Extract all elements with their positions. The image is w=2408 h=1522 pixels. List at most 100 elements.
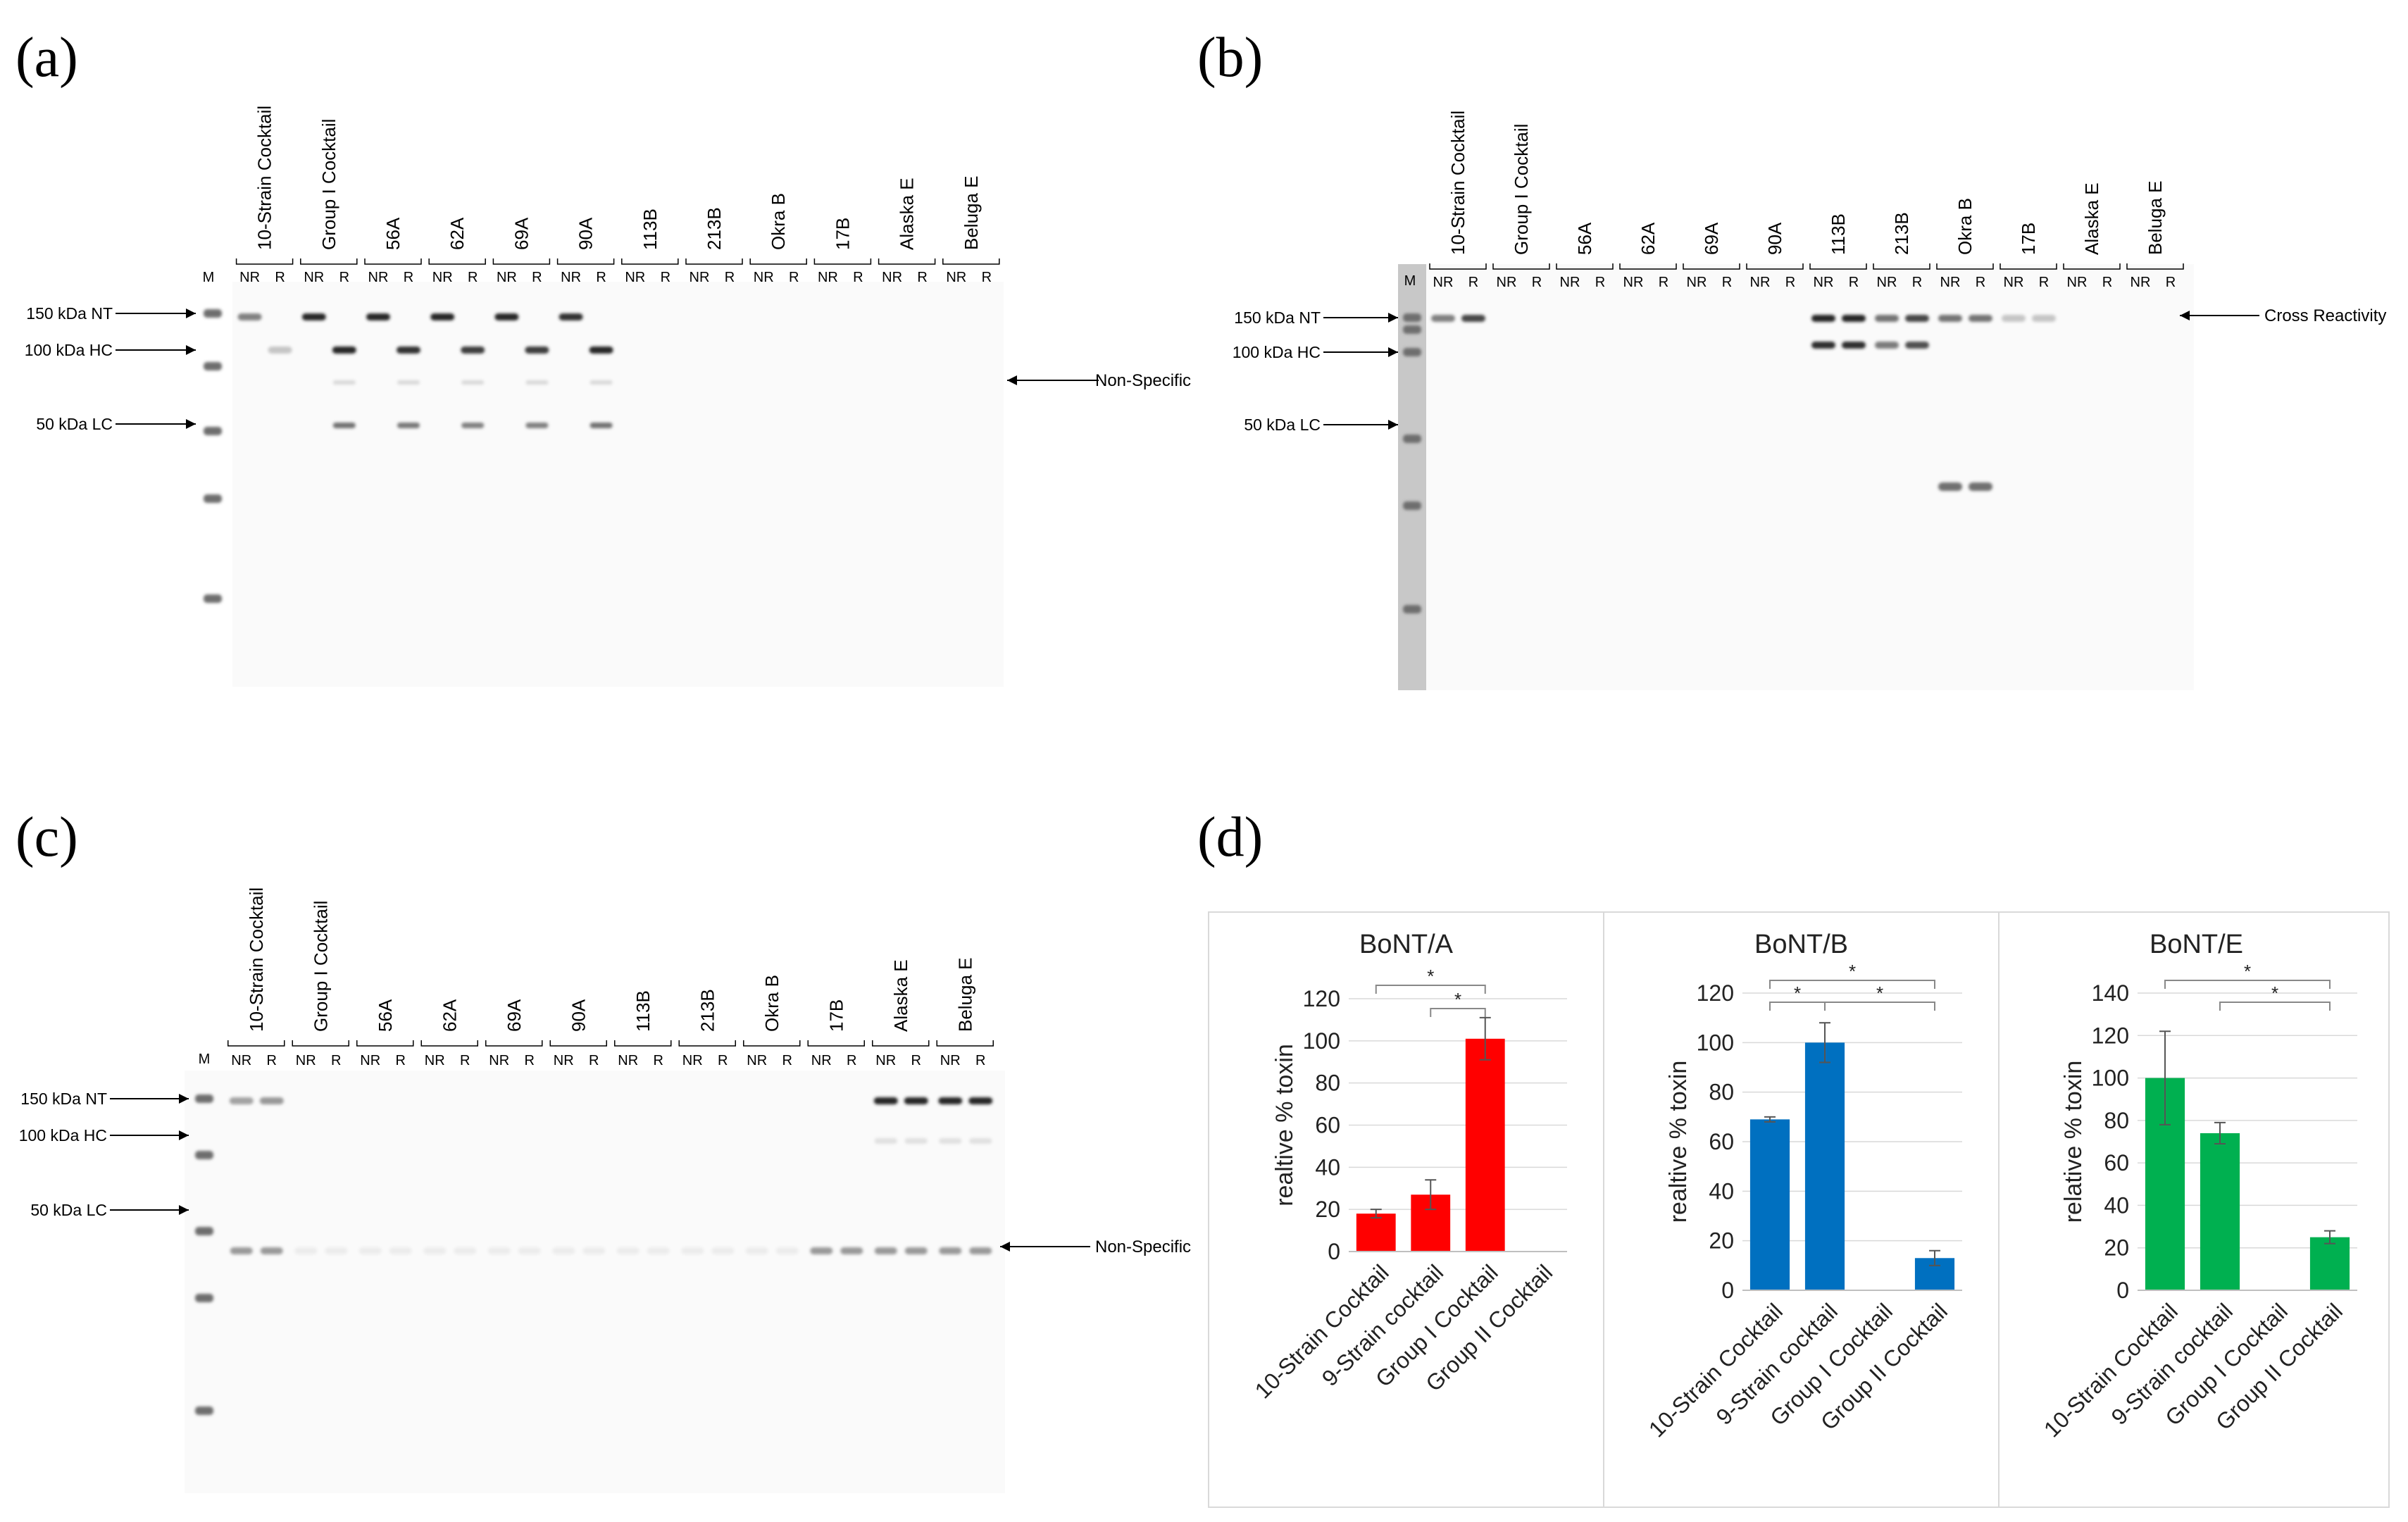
gel-band-nonspecific [840,1247,863,1254]
marker-lane-label-c: M [199,1052,211,1067]
ladder-band [1403,325,1421,334]
sub-label-nr: NR [1750,275,1771,290]
lane-label-69a: 69A [504,999,525,1032]
chart-title: BoNT/A [1359,930,1454,959]
sub-label-nr: NR [1687,275,1707,290]
lane-bracket [621,258,679,265]
significance-mark: * [1794,983,1801,1004]
y-tick-label: 40 [1709,1178,1734,1204]
gel-background-a [232,282,1004,687]
sub-label-nr: NR [296,1053,316,1068]
lane-bracket [2063,263,2121,270]
lane-bracket [2000,263,2057,270]
lane-bracket [1556,263,1614,270]
lane-bracket [356,1040,414,1047]
sub-label-r: R [596,270,606,285]
marker-label-150-kda-nt: 150 kDa NT [1234,308,1321,327]
significance-mark: * [1849,961,1856,982]
marker-labels-c: 150 kDa NT 100 kDa HC 50 kDa LC [19,1090,189,1219]
lane-bracket [549,1040,607,1047]
y-tick-label: 60 [1709,1129,1734,1154]
sub-label-nr: NR [1814,275,1834,290]
lane-bracket [936,1040,994,1047]
gel-band-nonspecific [904,1247,928,1254]
sub-label-nr: NR [1497,275,1517,290]
sub-label-r: R [1659,275,1668,290]
gel-background-b [1426,264,2194,690]
gel-band-nonspecific [294,1247,318,1254]
gel-band [229,1097,254,1104]
gel-band-faint [904,1138,928,1144]
sub-label-r: R [275,270,285,285]
panel-label-a: (a) [15,27,78,89]
sub-label-nr: NR [811,1053,832,1068]
gel-band-nonspecific [616,1247,640,1254]
lane-bracket [364,258,422,265]
sub-label-nr: NR [882,270,902,285]
lane-label-56a: 56A [382,217,404,250]
ladder-band [204,362,222,370]
significance-bracket [2219,1002,2331,1011]
gel-band [559,313,583,320]
lane-label-56a: 56A [1574,222,1595,255]
lane-label-213b: 213B [697,989,718,1032]
lane-label-alaska-e: Alaska E [897,177,918,250]
gel-band-nonspecific [939,1247,962,1254]
gel-band-nonspecific [810,1247,833,1254]
gel-band-nonspecific [332,380,356,385]
sub-label-r: R [2039,275,2049,290]
significance-bracket [1375,985,1486,994]
sub-label-nr: NR [818,270,838,285]
significance-bracket [1824,1002,1935,1011]
lane-labels-c: 10-Strain Cocktail NR R Group I Cocktail NR R… [227,887,994,1068]
marker-label-150-kda-nt: 150 kDa NT [20,1090,107,1108]
sub-label-nr: NR [1877,275,1897,290]
sub-label-r: R [782,1053,792,1068]
y-tick-label: 80 [1709,1080,1734,1105]
sub-label-nr: NR [1623,275,1644,290]
gel-band-lc [589,423,613,428]
marker-labels-a: 150 kDa NT 100 kDa HC 50 kDa LC [25,304,196,433]
sub-label-r: R [1976,275,1985,290]
lane-label-17b: 17B [832,218,853,250]
lane-label-62a: 62A [447,217,468,250]
gel-band-nonspecific [552,1247,575,1254]
ladder-band [195,1151,213,1159]
ladder-band [195,1294,213,1302]
gel-band [1842,315,1866,322]
lane-bracket [556,258,615,265]
chart-panel-d: (d) BoNT/A 0 20 40 60 80 100 120 realtive % toxi… [1197,806,2390,1508]
lane-label-okra-b: Okra B [1954,198,1976,255]
y-tick-label: 120 [1303,986,1340,1011]
panel-label-b: (b) [1197,27,1263,89]
marker-label-50-kda-lc: 50 kDa LC [30,1201,107,1219]
gel-background-c [185,1071,1005,1493]
y-tick-label: 20 [1315,1197,1340,1222]
sub-label-r: R [1722,275,1732,290]
gel-band [873,1097,898,1104]
gel-band-nonspecific [969,1247,992,1254]
sub-label-nr: NR [425,1053,445,1068]
gel-band-lc [397,423,420,428]
significance-mark: * [2271,983,2278,1004]
y-tick-label: 120 [2092,1023,2129,1048]
y-tick-label: 100 [1303,1028,1340,1054]
sub-label-r: R [661,270,670,285]
gel-band-hc [1875,342,1899,349]
y-tick-label: 80 [2104,1108,2129,1133]
lane-bracket [614,1040,672,1047]
lane-label-90a: 90A [575,217,597,250]
lane-bracket [1683,263,1740,270]
sub-label-nr: NR [561,270,581,285]
gel-band [461,347,485,354]
gel-band [1461,315,1485,322]
gel-band [1969,315,1992,322]
lane-bracket [235,258,294,265]
sub-label-r: R [1532,275,1542,290]
ladder-band [204,494,222,503]
lane-bracket [1746,263,1804,270]
lane-label-90a: 90A [568,999,589,1032]
gel-band-faint [969,1138,992,1144]
y-tick-label: 40 [2104,1192,2129,1218]
